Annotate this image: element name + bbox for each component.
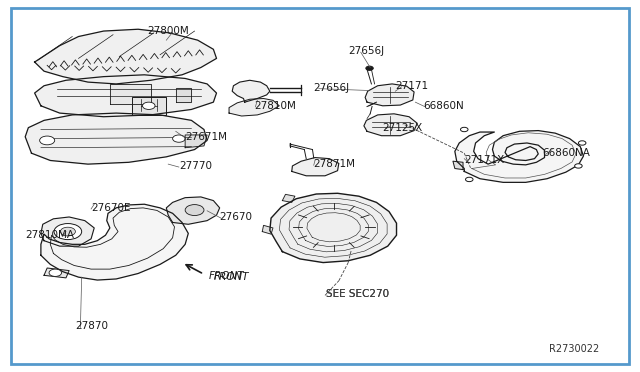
Polygon shape <box>185 135 207 148</box>
Polygon shape <box>51 208 175 269</box>
Circle shape <box>575 164 582 168</box>
Polygon shape <box>364 114 417 136</box>
Polygon shape <box>176 87 191 102</box>
Polygon shape <box>35 29 216 84</box>
Polygon shape <box>41 217 94 246</box>
Text: FRONT: FRONT <box>209 272 244 281</box>
Polygon shape <box>229 99 279 116</box>
Polygon shape <box>292 158 339 176</box>
Text: 66860NA: 66860NA <box>543 148 591 158</box>
Text: 27656J: 27656J <box>314 83 350 93</box>
Polygon shape <box>25 113 207 164</box>
Polygon shape <box>41 204 188 280</box>
Circle shape <box>465 177 473 182</box>
Polygon shape <box>365 84 414 106</box>
Circle shape <box>54 224 82 240</box>
Text: 27171X: 27171X <box>464 155 504 166</box>
Polygon shape <box>35 75 216 117</box>
Circle shape <box>143 102 155 109</box>
Polygon shape <box>282 195 295 202</box>
Circle shape <box>40 136 54 145</box>
Circle shape <box>185 205 204 215</box>
Circle shape <box>579 141 586 145</box>
Circle shape <box>366 66 373 70</box>
Polygon shape <box>262 225 273 234</box>
Polygon shape <box>166 197 220 224</box>
Polygon shape <box>455 131 584 182</box>
Circle shape <box>49 269 61 276</box>
Text: SEE SEC270: SEE SEC270 <box>326 289 389 299</box>
Circle shape <box>60 227 76 236</box>
Polygon shape <box>232 80 270 102</box>
Text: 27125X: 27125X <box>383 123 423 133</box>
Text: 27671M: 27671M <box>185 132 227 142</box>
Text: R2730022: R2730022 <box>549 344 599 355</box>
Circle shape <box>173 135 185 142</box>
Text: 27171: 27171 <box>396 81 428 91</box>
Text: 27770: 27770 <box>179 161 212 171</box>
Polygon shape <box>270 193 397 263</box>
Polygon shape <box>453 161 463 170</box>
Polygon shape <box>44 268 69 278</box>
Text: FRONT: FRONT <box>213 272 249 282</box>
Text: 27670E: 27670E <box>91 203 131 213</box>
Text: 66860N: 66860N <box>424 101 464 111</box>
Text: SEE SEC270: SEE SEC270 <box>326 289 389 299</box>
Text: 27656J: 27656J <box>348 46 385 56</box>
Polygon shape <box>110 84 150 104</box>
Polygon shape <box>132 97 166 115</box>
Text: 27800M: 27800M <box>148 26 189 36</box>
Text: 27871M: 27871M <box>314 159 356 169</box>
Text: 27810MA: 27810MA <box>25 230 74 240</box>
Text: 27810M: 27810M <box>254 101 296 111</box>
Text: 27670: 27670 <box>220 212 253 222</box>
Circle shape <box>461 127 468 132</box>
Text: 27870: 27870 <box>76 321 108 331</box>
